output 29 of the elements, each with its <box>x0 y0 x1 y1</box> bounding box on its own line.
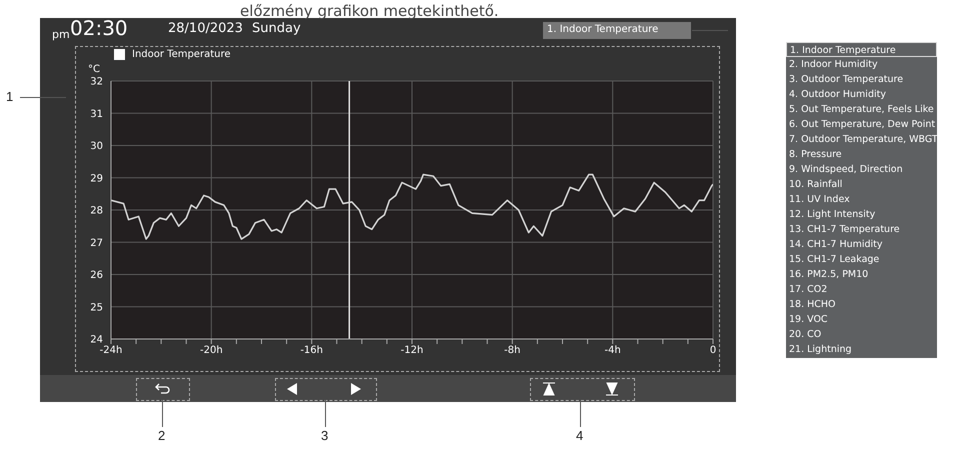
x-tick-label: -16h <box>300 345 324 356</box>
x-tick-label: -20h <box>200 345 223 356</box>
menu-panel: 1. Indoor Temperature 2. Indoor Humidity 3. Outdoor Temperature 4. Outdoor Humidity 5. Out Temperature, Feels Like 6. Out Temperature, Dew Point 7. Outdoor Temperature, WBGT 8. Pressure 9. Windspeed, Direction 10. Rainfall 11. UV Index 12. Light Intensity 13. CH1-7 Temperature 14. CH1-7 Humidity 15. CH1-7 Leakage 16. PM2.5, PM10 17. CO2 18. HCHO 19. VOC 20. CO 21. Lightning <box>786 42 937 358</box>
text: pm <box>52 28 70 41</box>
text: 1. Indoor Temperature <box>547 24 658 35</box>
y-tick-label: 32 <box>90 76 103 88</box>
y-tick-label: 28 <box>90 206 103 217</box>
text: 02:30 <box>70 16 128 40</box>
text: előzmény grafikon megtekinthető. <box>240 2 499 20</box>
text: 1 <box>6 89 14 104</box>
text: 4 <box>576 428 584 443</box>
text: 28/10/2023 <box>168 21 243 36</box>
text: Indoor Temperature <box>132 49 231 60</box>
y-tick-label: 26 <box>90 270 103 282</box>
x-tick-label: -12h <box>400 345 424 356</box>
x-tick-label: 0 <box>710 345 716 356</box>
text: Sunday <box>252 21 301 36</box>
x-tick-label: -4h <box>604 345 621 356</box>
text: 2 <box>158 428 166 443</box>
x-tick-label: -24h <box>100 345 122 356</box>
y-axis-title: °C <box>88 64 100 75</box>
text: 3 <box>321 428 328 443</box>
y-tick-label: 31 <box>90 108 103 120</box>
x-tick-label: -8h <box>504 345 520 356</box>
y-tick-label: 30 <box>90 141 103 152</box>
y-tick-label: 25 <box>90 302 103 314</box>
y-tick-label: 24 <box>90 334 103 346</box>
y-tick-label: 27 <box>90 238 103 249</box>
y-tick-label: 29 <box>90 173 103 184</box>
